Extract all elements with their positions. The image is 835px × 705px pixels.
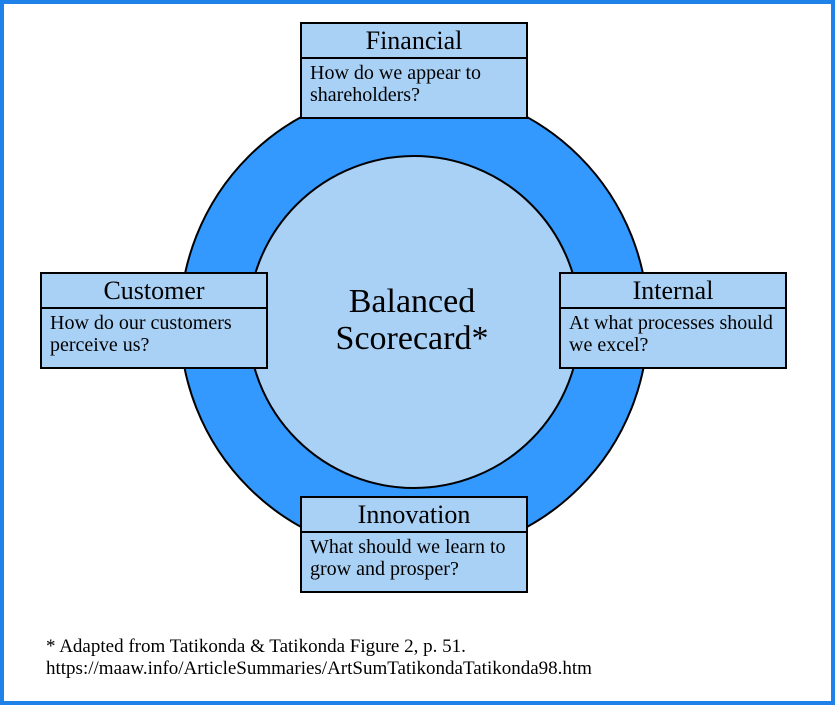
perspective-financial-title: Financial xyxy=(302,24,526,59)
perspective-internal-title: Internal xyxy=(561,274,785,309)
footnote-line1: * Adapted from Tatikonda & Tatikonda Fig… xyxy=(46,636,466,657)
center-title-line1: Balanced xyxy=(349,283,476,320)
perspective-innovation-title: Innovation xyxy=(302,498,526,533)
perspective-innovation: Innovation What should we learn to grow … xyxy=(300,496,528,593)
perspective-customer-title: Customer xyxy=(42,274,266,309)
center-title: Balanced Scorecard* xyxy=(282,283,542,358)
footnote-line2: https://maaw.info/ArticleSummaries/ArtSu… xyxy=(46,658,592,679)
footnote: * Adapted from Tatikonda & Tatikonda Fig… xyxy=(46,636,592,680)
perspective-customer-question: How do our customers perceive us? xyxy=(42,309,266,361)
perspective-financial-question: How do we appear to shareholders? xyxy=(302,59,526,111)
perspective-internal-question: At what processes should we excel? xyxy=(561,309,785,361)
perspective-financial: Financial How do we appear to shareholde… xyxy=(300,22,528,119)
perspective-customer: Customer How do our customers perceive u… xyxy=(40,272,268,369)
diagram-frame: Balanced Scorecard* Financial How do we … xyxy=(0,0,835,705)
center-title-line2: Scorecard* xyxy=(336,320,489,357)
perspective-internal: Internal At what processes should we exc… xyxy=(559,272,787,369)
perspective-innovation-question: What should we learn to grow and prosper… xyxy=(302,533,526,585)
